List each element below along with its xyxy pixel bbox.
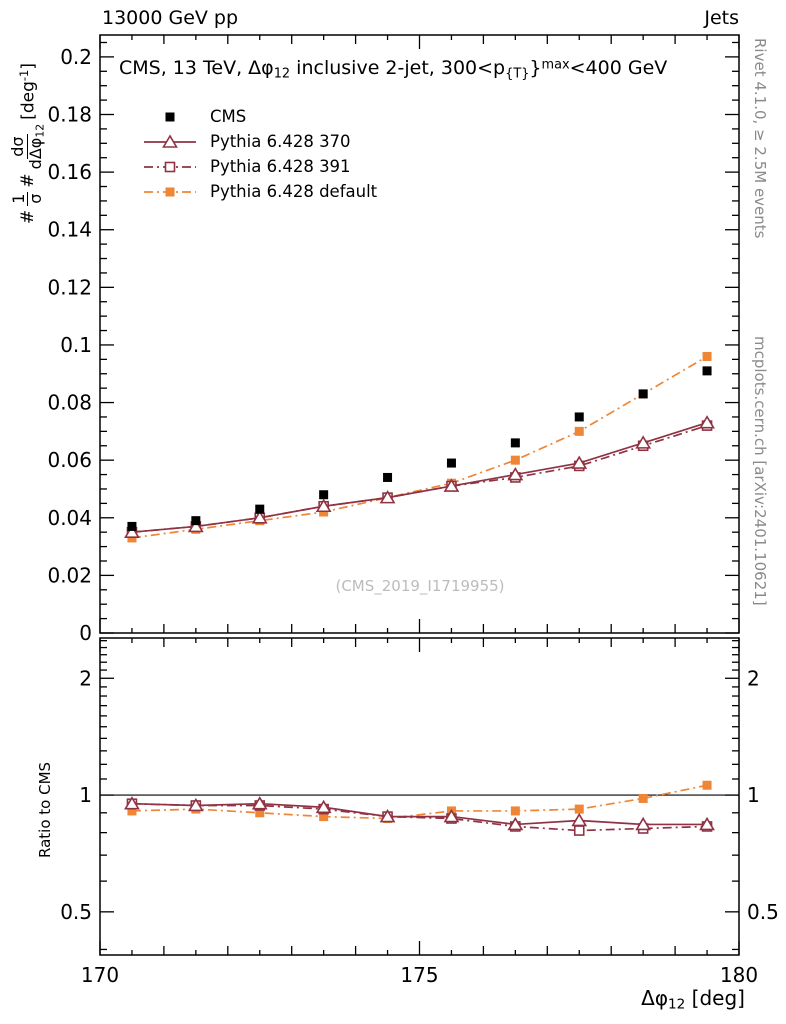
ylabel-frac2-den-sub: 12 xyxy=(33,123,47,138)
legend-marker-square-open xyxy=(144,161,196,172)
xlabel-base: Δφ xyxy=(641,986,669,1010)
title-brace: } xyxy=(529,57,542,79)
legend-item: CMS xyxy=(142,107,377,126)
title-seg3: <400 GeV xyxy=(569,57,668,79)
title-seg1: CMS, 13 TeV, xyxy=(119,57,249,79)
title-seg2: inclusive 2-jet, 300<p xyxy=(290,57,506,79)
svg-text:0.2: 0.2 xyxy=(60,45,92,69)
ylabel-frac2-den: dΔφ12 xyxy=(25,123,47,170)
legend-label: CMS xyxy=(210,107,247,126)
ylabel-frac-one-over-sigma: 1 σ xyxy=(9,191,46,206)
rivet-version-text: Rivet 4.1.0, ≥ 2.5M events xyxy=(751,38,769,239)
legend-label: Pythia 6.428 default xyxy=(210,182,378,201)
svg-text:180: 180 xyxy=(720,963,758,987)
svg-text:0.12: 0.12 xyxy=(47,275,92,299)
svg-text:0.1: 0.1 xyxy=(60,333,92,357)
svg-text:2: 2 xyxy=(747,666,760,690)
svg-text:2: 2 xyxy=(79,666,92,690)
xlabel-sub: 12 xyxy=(668,996,686,1013)
svg-text:0: 0 xyxy=(79,621,92,645)
analysis-id-watermark: (CMS_2019_I1719955) xyxy=(335,577,505,595)
ylabel-units-post: ] xyxy=(18,62,39,70)
svg-text:0.02: 0.02 xyxy=(47,563,92,587)
legend-marker-square-filled xyxy=(144,187,196,196)
legend-label: Pythia 6.428 391 xyxy=(210,157,351,176)
y-axis-label-ratio: Ratio to CMS xyxy=(36,761,54,858)
svg-text:175: 175 xyxy=(400,963,438,987)
xlabel-units: [deg] xyxy=(685,986,745,1010)
legend-item: Pythia 6.428 391 xyxy=(142,157,377,176)
ylabel-hash2: # xyxy=(17,173,38,188)
svg-text:0.18: 0.18 xyxy=(47,103,92,127)
x-axis-label: Δφ12 [deg] xyxy=(641,986,745,1013)
ylabel-frac-dsigma-dphi: dσ dΔφ12 xyxy=(8,123,47,170)
legend-label: Pythia 6.428 370 xyxy=(210,132,351,151)
ylabel-frac1-den: σ xyxy=(26,193,46,204)
mcplots-citation-text: mcplots.cern.ch [arXiv:2401.10621] xyxy=(751,336,769,606)
legend: CMS Pythia 6.428 370 Pythia 6.428 391 Pythi… xyxy=(142,107,377,201)
svg-text:1: 1 xyxy=(747,783,760,807)
title-phi-sub: 12 xyxy=(273,66,291,82)
ylabel-units-sup: -1 xyxy=(17,69,32,82)
svg-text:0.08: 0.08 xyxy=(47,391,92,415)
title-pt-sub: {T} xyxy=(505,66,530,82)
title-pt-sup: max xyxy=(541,57,570,73)
ylabel-hash1: # xyxy=(17,209,38,224)
ylabel-units: [deg-1] xyxy=(17,63,38,120)
legend-item: Pythia 6.428 370 xyxy=(142,132,377,151)
svg-text:0.04: 0.04 xyxy=(47,506,92,530)
legend-item: Pythia 6.428 default xyxy=(142,182,377,201)
analysis-group-label: Jets xyxy=(704,7,739,29)
svg-text:0.5: 0.5 xyxy=(60,900,92,924)
svg-text:0.5: 0.5 xyxy=(747,900,779,924)
beam-energy-label: 13000 GeV pp xyxy=(102,7,239,29)
legend-marker-square-filled xyxy=(165,112,175,121)
y-axis-label-main: # 1 σ # dσ dΔφ12 [deg-1] xyxy=(8,63,47,224)
ylabel-frac2-den-base: dΔφ xyxy=(25,137,45,170)
ylabel-units-pre: [deg xyxy=(18,81,39,120)
svg-text:0.16: 0.16 xyxy=(47,160,92,184)
svg-text:170: 170 xyxy=(81,963,119,987)
legend-marker-triangle-open xyxy=(144,133,196,148)
svg-text:1: 1 xyxy=(79,783,92,807)
svg-text:0.14: 0.14 xyxy=(47,218,92,242)
svg-text:0.06: 0.06 xyxy=(47,448,92,472)
title-phi: Δφ xyxy=(248,57,274,79)
plot-title: CMS, 13 TeV, Δφ12 inclusive 2-jet, 300<p… xyxy=(119,57,729,81)
